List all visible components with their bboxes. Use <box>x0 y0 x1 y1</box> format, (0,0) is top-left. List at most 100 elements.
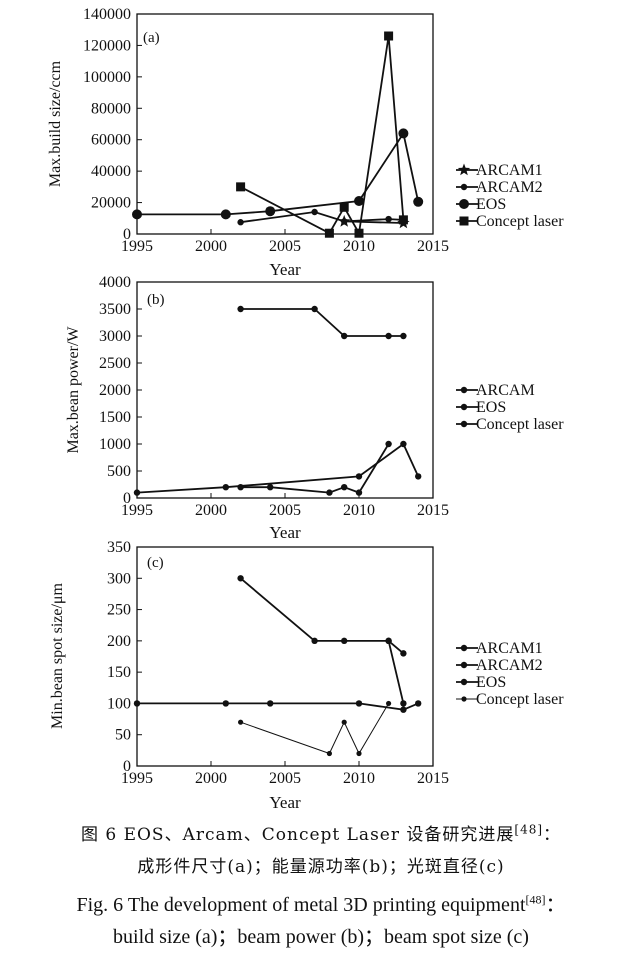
legend-entry: ARCAM <box>476 382 535 399</box>
data-point <box>400 700 407 707</box>
data-point <box>355 473 363 480</box>
data-point <box>413 196 424 207</box>
legend-entry: EOS <box>476 674 506 691</box>
x-tick-label: 2015 <box>417 502 449 519</box>
series-line <box>240 211 404 224</box>
caption-cn-colon: ： <box>543 825 562 845</box>
data-point <box>326 489 333 496</box>
data-point <box>400 440 407 448</box>
series-arcam1: ARCAM1 <box>237 575 543 657</box>
x-tick-label: 2010 <box>343 770 375 787</box>
y-tick-label: 150 <box>107 664 131 681</box>
y-axis-label: Max.bean power/W <box>65 326 82 454</box>
legend-entry: Concept laser <box>476 213 564 230</box>
data-point <box>339 202 349 212</box>
data-point <box>326 750 332 757</box>
caption-cn-text: 图 6 EOS、Arcam、Concept Laser 设备研究进展 <box>80 825 515 845</box>
y-tick-label: 0 <box>123 226 131 243</box>
data-point <box>460 644 468 652</box>
data-point <box>400 650 407 657</box>
data-point <box>415 473 422 480</box>
legend-entry: ARCAM1 <box>476 640 543 657</box>
y-axis-label: Max.build size/ccm <box>47 60 64 187</box>
data-point <box>385 440 392 448</box>
series-line <box>240 577 404 655</box>
y-tick-label: 200 <box>107 633 131 650</box>
data-point <box>398 128 409 139</box>
legend-entry: ARCAM1 <box>476 162 543 179</box>
data-point <box>267 700 274 707</box>
data-point <box>267 484 274 491</box>
y-tick-label: 1000 <box>99 436 131 453</box>
data-point <box>384 31 394 41</box>
x-tick-label: 2000 <box>195 502 227 519</box>
data-point <box>238 719 244 725</box>
x-tick-label: 1995 <box>121 502 153 519</box>
data-point <box>341 719 347 725</box>
data-point <box>354 228 364 238</box>
data-point <box>324 228 334 238</box>
data-point <box>400 332 407 340</box>
data-point <box>237 484 244 491</box>
data-point <box>460 420 468 428</box>
data-point <box>385 637 392 645</box>
y-tick-label: 0 <box>123 758 131 775</box>
y-tick-label: 100 <box>107 695 131 712</box>
data-point <box>386 700 392 707</box>
plot-frame <box>136 546 434 767</box>
data-point <box>460 183 468 191</box>
y-tick-label: 140000 <box>83 6 131 23</box>
series-concept-laser: Concept laser <box>237 416 564 496</box>
caption-en-text: Fig. 6 The development of metal 3D print… <box>76 894 526 916</box>
series-line <box>240 443 390 494</box>
data-point <box>132 209 142 220</box>
series-concept-laser: Concept laser <box>236 31 564 238</box>
y-tick-label: 2500 <box>99 355 131 372</box>
legend-entry: EOS <box>476 196 506 213</box>
data-point <box>133 489 141 496</box>
y-tick-label: 100000 <box>83 69 131 86</box>
series-concept-laser: Concept laser <box>238 691 564 757</box>
data-point <box>311 305 318 313</box>
panel-label: (c) <box>147 555 164 571</box>
series-line <box>240 35 405 236</box>
y-tick-label: 250 <box>107 602 131 619</box>
x-axis-label: Year <box>269 793 301 812</box>
data-point <box>220 209 231 220</box>
figure-charts: 0200004000060000800001000001200001400001… <box>47 6 564 812</box>
series-line <box>387 640 405 704</box>
data-point <box>398 215 408 225</box>
data-point <box>457 163 471 176</box>
y-tick-label: 0 <box>123 490 131 507</box>
y-tick-label: 1500 <box>99 409 131 426</box>
data-point <box>355 489 363 496</box>
plot-frame <box>136 281 434 499</box>
data-point <box>355 700 363 707</box>
series-arcam2: ARCAM2 <box>385 637 543 707</box>
x-axis-label: Year <box>269 260 301 279</box>
data-point <box>354 196 364 206</box>
data-point <box>460 661 468 669</box>
panel-label: (a) <box>143 30 160 46</box>
chart-panel-2: 0 500 1000 1500 2000 2500 3000 3500 4000 1995 2000… <box>65 274 564 542</box>
caption-en-reference: [48] <box>525 892 546 907</box>
y-axis-label: Min.bean spot size/μm <box>49 583 66 729</box>
caption-chinese-line-1: 图 6 EOS、Arcam、Concept Laser 设备研究进展[48]： <box>0 820 642 845</box>
panel-label: (b) <box>147 292 165 308</box>
x-tick-label: 2015 <box>417 238 449 255</box>
data-point <box>237 575 244 582</box>
data-point <box>385 332 392 340</box>
legend-entry: ARCAM2 <box>476 657 543 674</box>
series-line <box>240 308 404 337</box>
y-tick-label: 4000 <box>99 274 131 291</box>
y-tick-label: 300 <box>107 570 131 587</box>
series-line <box>136 442 420 494</box>
data-point <box>460 386 468 394</box>
x-tick-label: 2000 <box>195 770 227 787</box>
data-point <box>341 218 348 225</box>
data-point <box>237 305 244 313</box>
y-tick-label: 500 <box>107 463 131 480</box>
y-tick-label: 20000 <box>91 195 131 212</box>
data-point <box>237 219 244 226</box>
y-tick-label: 2000 <box>99 382 131 399</box>
